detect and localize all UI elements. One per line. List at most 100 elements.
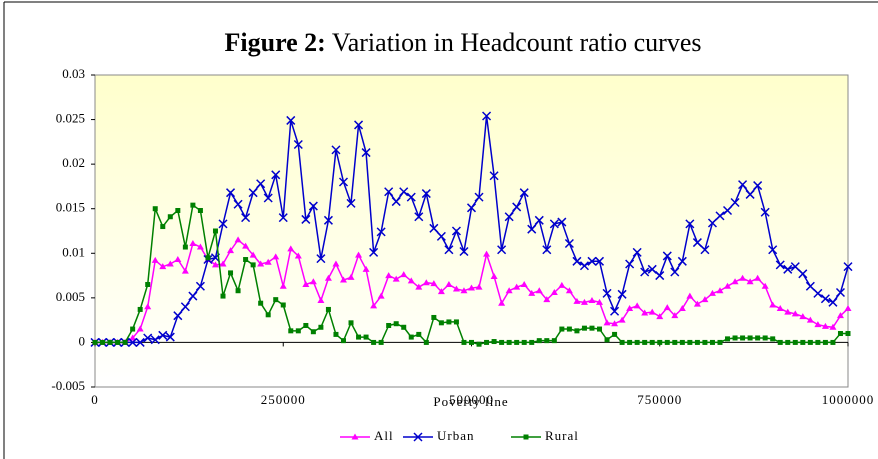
- marker: [589, 325, 595, 331]
- marker: [694, 339, 700, 345]
- marker: [243, 257, 249, 263]
- marker: [165, 332, 175, 342]
- marker: [716, 287, 724, 294]
- marker: [512, 202, 522, 212]
- marker: [785, 339, 791, 345]
- marker: [822, 339, 828, 345]
- marker: [416, 331, 422, 337]
- marker: [355, 251, 363, 258]
- marker: [151, 256, 159, 263]
- marker: [768, 245, 778, 255]
- marker: [497, 245, 507, 255]
- marker: [790, 262, 800, 272]
- marker: [308, 201, 318, 211]
- marker: [150, 335, 160, 345]
- marker: [233, 199, 243, 209]
- marker: [574, 328, 580, 334]
- title-text: Variation in Headcount ratio curves: [332, 28, 702, 57]
- legend-label: Urban: [437, 428, 475, 443]
- marker: [220, 293, 226, 299]
- marker: [316, 254, 326, 264]
- marker: [158, 330, 168, 340]
- marker: [724, 282, 732, 289]
- marker: [129, 334, 137, 341]
- y-tick-label: 0.005: [56, 289, 85, 304]
- marker: [340, 338, 346, 344]
- marker: [828, 297, 838, 307]
- marker: [566, 326, 572, 332]
- marker: [542, 245, 552, 255]
- marker: [256, 179, 266, 189]
- marker: [332, 260, 340, 267]
- marker: [136, 325, 144, 332]
- figure-label: Figure 2:: [225, 28, 326, 57]
- marker: [384, 187, 394, 197]
- marker: [451, 226, 461, 236]
- marker: [587, 256, 597, 266]
- marker: [619, 339, 625, 345]
- marker: [784, 308, 792, 315]
- marker: [799, 313, 807, 320]
- marker: [626, 305, 634, 312]
- marker: [513, 283, 521, 290]
- marker: [309, 278, 317, 285]
- marker: [182, 244, 188, 250]
- marker: [196, 243, 204, 250]
- marker: [333, 331, 339, 337]
- marker: [293, 140, 303, 150]
- marker: [775, 260, 785, 270]
- marker: [702, 339, 708, 345]
- marker: [633, 302, 641, 309]
- y-tick-label: 0.02: [62, 155, 85, 170]
- marker: [520, 280, 528, 287]
- marker: [708, 289, 716, 296]
- y-tick-label: -0.005: [51, 378, 85, 393]
- marker: [800, 339, 806, 345]
- marker: [837, 331, 843, 337]
- marker: [732, 335, 738, 341]
- marker: [250, 262, 256, 268]
- marker: [351, 433, 359, 440]
- marker: [544, 338, 550, 344]
- marker: [514, 339, 520, 345]
- marker: [747, 335, 753, 341]
- marker: [331, 145, 341, 155]
- marker: [356, 334, 362, 340]
- marker: [499, 339, 505, 345]
- marker: [529, 339, 535, 345]
- marker: [135, 337, 145, 347]
- marker: [536, 338, 542, 344]
- marker: [414, 212, 424, 222]
- marker: [227, 247, 235, 254]
- marker: [346, 198, 356, 208]
- marker: [657, 339, 663, 345]
- marker: [528, 289, 536, 296]
- marker: [579, 261, 589, 271]
- marker: [173, 311, 183, 321]
- marker: [843, 262, 853, 272]
- marker: [430, 280, 438, 287]
- marker: [325, 306, 331, 312]
- marker: [484, 339, 490, 345]
- marker: [423, 339, 429, 345]
- marker: [707, 218, 717, 228]
- marker: [295, 328, 301, 334]
- marker: [740, 335, 746, 341]
- marker: [273, 297, 279, 303]
- marker: [815, 339, 821, 345]
- marker: [845, 331, 851, 337]
- marker: [820, 294, 830, 304]
- marker: [376, 227, 386, 237]
- marker: [143, 333, 153, 343]
- marker: [385, 272, 393, 279]
- marker: [393, 321, 399, 327]
- marker: [814, 321, 822, 328]
- marker: [580, 298, 588, 305]
- marker: [806, 316, 814, 323]
- marker: [634, 339, 640, 345]
- marker: [550, 289, 558, 296]
- marker: [234, 236, 242, 243]
- marker: [588, 297, 596, 304]
- marker: [272, 253, 280, 260]
